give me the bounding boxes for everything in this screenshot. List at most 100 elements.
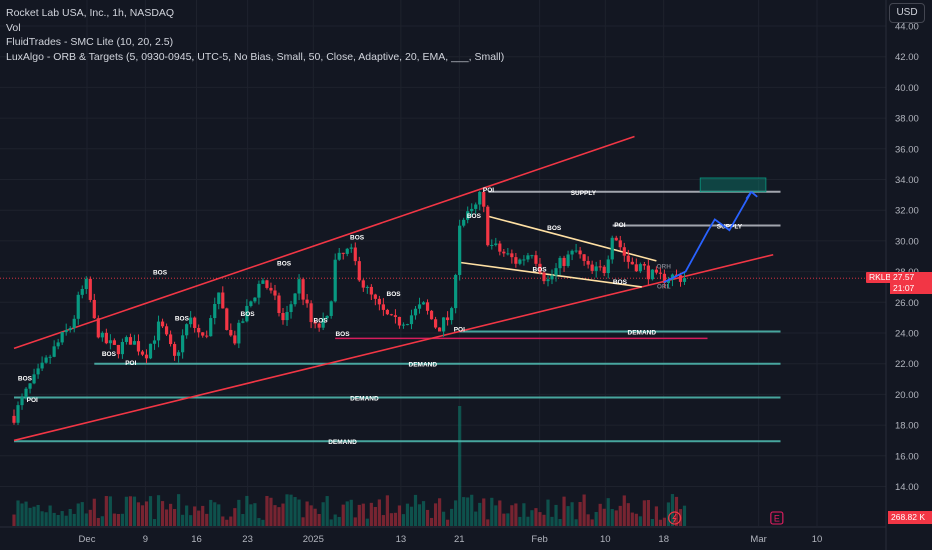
volume-bar [16, 500, 20, 526]
luxalgo-indicator[interactable]: LuxAlgo - ORB & Targets (5, 0930-0945, U… [6, 50, 505, 63]
volume-bar [550, 516, 554, 526]
volume-bar [201, 505, 205, 526]
volume-bar [136, 502, 141, 526]
earnings-label: E [774, 514, 780, 524]
volume-bar [373, 506, 377, 526]
time-axis[interactable]: Dec 9 16 23 2025 13 21 Feb 10 18 Mar 10 [79, 534, 823, 545]
volume-bar [409, 506, 414, 526]
volume-bar [646, 500, 650, 526]
volume-bar [634, 513, 638, 526]
candle-body [140, 351, 145, 355]
currency-button[interactable]: USD [889, 3, 925, 23]
candle-body [132, 341, 137, 345]
volume-bar [293, 497, 297, 526]
candle-body [341, 252, 345, 254]
volume-bar [377, 499, 381, 526]
volume-bar [253, 503, 257, 526]
volume-bar [12, 514, 16, 526]
volume-bar [654, 506, 658, 526]
price-tick-label: 38.00 [895, 114, 919, 125]
structure-labels: BOS POI BOS BOS BOS POI BOS BOS BOS BOS BOS BOS POI B… [18, 187, 671, 404]
volume-bar [168, 503, 173, 526]
volume-bar [610, 509, 614, 526]
candle-body [470, 208, 474, 212]
structure-label-poi: POI [125, 360, 136, 367]
volume-bar [385, 495, 389, 526]
symbol-title[interactable]: Rocket Lab USA, Inc., 1h, NASDAQ [6, 7, 175, 19]
bar-countdown: 21:07 [893, 283, 915, 293]
price-tick-label: 44.00 [895, 22, 919, 33]
volume-bar [562, 496, 566, 526]
price-tick-label: 40.00 [895, 83, 919, 94]
candle-body [84, 278, 88, 290]
volume-bar [108, 496, 112, 526]
volume-bar [237, 499, 241, 526]
candle-body [12, 415, 16, 423]
time-tick-label: 18 [658, 534, 669, 545]
candle-body [144, 354, 149, 359]
candle-body [397, 316, 402, 326]
volume-bar [225, 519, 229, 526]
volume-bar [538, 512, 542, 526]
volume-bar [309, 505, 313, 526]
volume-bar [682, 505, 687, 526]
price-tick-label: 22.00 [895, 359, 919, 370]
volume-bar [606, 498, 610, 526]
volume-bar [72, 513, 76, 526]
candle-body [185, 324, 189, 336]
volume-bar [140, 505, 145, 526]
candle-body [586, 260, 590, 265]
candle-body [413, 308, 418, 316]
candle-body [152, 340, 157, 344]
candle-body [462, 219, 466, 226]
volume-bar [365, 518, 369, 526]
candle-body [478, 191, 482, 205]
volume-bar [197, 510, 201, 526]
candle-body [433, 319, 438, 328]
current-price-label: 27.57 21:07 [890, 272, 932, 294]
candle-body [534, 255, 538, 264]
candle-body [450, 308, 454, 321]
volume-bar [345, 501, 349, 526]
candle-body [421, 302, 426, 305]
target-zone [699, 177, 767, 193]
volume-bar [514, 503, 518, 526]
volume-bar [590, 519, 594, 526]
candle-body [237, 322, 241, 344]
volume-bar [112, 513, 116, 526]
candle-body [550, 275, 554, 280]
demand-zone-label: DEMAND [409, 362, 438, 369]
volume-bar [442, 511, 446, 526]
earnings-icon [770, 511, 784, 525]
structure-label-orh: ORH [656, 264, 671, 271]
volume-bar [674, 496, 679, 526]
volume-bar [437, 498, 442, 526]
volume-bar [486, 519, 490, 526]
time-tick-label: 10 [600, 534, 611, 545]
volume-bar [209, 499, 213, 526]
candle-body [602, 266, 606, 274]
candle-body [638, 264, 642, 272]
candle-body [385, 309, 389, 315]
projection-path [663, 177, 767, 284]
price-axis[interactable]: 44.00 42.00 40.00 38.00 36.00 34.00 32.00 30.00… [895, 22, 919, 494]
volume-bar [405, 503, 410, 526]
volume-bar [490, 497, 494, 526]
candle-body [582, 254, 586, 261]
candle-body [409, 315, 414, 325]
structure-label-bos: BOS [613, 279, 628, 286]
fluidtrades-indicator[interactable]: FluidTrades - SMC Lite (10, 20, 2.5) [6, 36, 174, 48]
channel-line-lower [13, 253, 774, 442]
demand-zone-label: DEMAND [628, 329, 657, 336]
vol-indicator[interactable]: Vol [6, 21, 21, 34]
flash-icon [668, 511, 682, 525]
candle-body [634, 264, 638, 272]
candle-body [454, 274, 458, 309]
volume-bar [269, 497, 273, 526]
structure-label-bos: BOS [18, 376, 33, 383]
candle-body [281, 312, 285, 321]
candle-body [538, 263, 542, 273]
candle-body [381, 304, 385, 310]
candle-body [201, 332, 205, 336]
